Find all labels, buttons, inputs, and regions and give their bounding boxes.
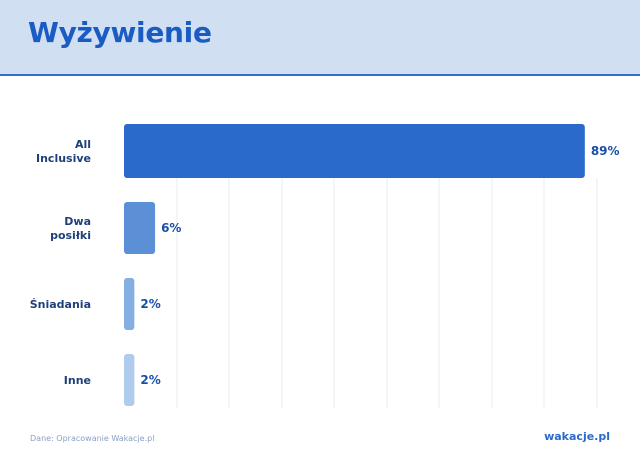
- value-label-3: 2%: [140, 297, 160, 311]
- category-label-1: All: [75, 138, 91, 151]
- page-title: Wyżywienie: [28, 16, 212, 49]
- bar-1: [124, 124, 585, 178]
- value-label-1: 89%: [591, 144, 620, 158]
- source-note: Dane: Opracowanie Wakacje.pl: [30, 434, 155, 443]
- value-label-4: 2%: [140, 373, 160, 387]
- category-label-1: Inclusive: [36, 152, 91, 165]
- value-label-2: 6%: [161, 221, 181, 235]
- bar-2: [124, 202, 156, 254]
- category-label-2: posiłki: [50, 229, 91, 242]
- category-label-4: Inne: [64, 374, 91, 387]
- bar-3: [124, 278, 135, 330]
- category-label-2: Dwa: [64, 215, 91, 228]
- bar-4: [124, 354, 135, 406]
- header-band: Wyżywienie: [0, 0, 640, 76]
- category-label-3: Śniadania: [30, 298, 91, 311]
- brand-logo: wakacje.pl: [544, 430, 610, 443]
